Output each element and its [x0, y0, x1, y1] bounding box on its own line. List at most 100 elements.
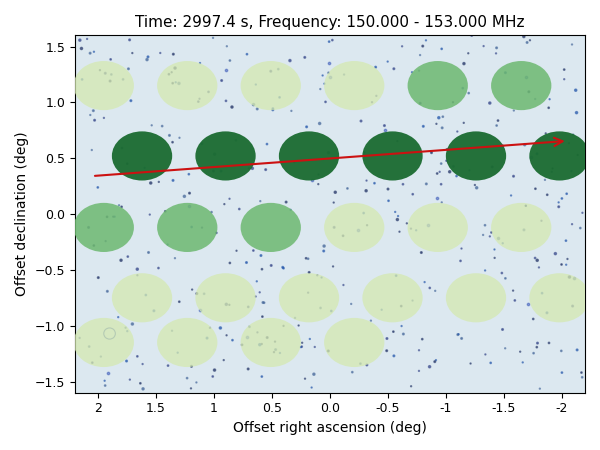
Point [551, 250, 560, 257]
Point [524, 301, 533, 308]
Point [202, 334, 212, 342]
Point [398, 180, 408, 188]
Point [559, 76, 569, 83]
Point [458, 85, 467, 92]
Point [133, 272, 142, 279]
Ellipse shape [279, 131, 339, 180]
Point [204, 88, 214, 95]
Point [114, 202, 124, 209]
Point [262, 334, 272, 341]
Point [356, 117, 366, 125]
Point [257, 340, 266, 347]
Point [578, 209, 587, 216]
Point [380, 126, 390, 134]
Point [301, 255, 311, 262]
Point [331, 189, 340, 196]
Point [347, 369, 357, 376]
Ellipse shape [241, 61, 301, 110]
Point [278, 264, 287, 271]
Point [561, 237, 571, 244]
Point [179, 193, 189, 200]
Point [448, 99, 458, 106]
Point [559, 66, 569, 73]
Point [545, 95, 554, 103]
Point [318, 72, 328, 79]
Point [412, 227, 421, 234]
Point [486, 359, 496, 366]
Point [324, 149, 334, 156]
Point [427, 149, 436, 156]
Point [393, 212, 403, 220]
Point [304, 289, 313, 296]
Point [259, 299, 269, 306]
Point [572, 346, 582, 354]
Point [493, 117, 503, 124]
Ellipse shape [529, 131, 590, 180]
Point [568, 131, 578, 138]
Point [408, 191, 418, 198]
Point [257, 313, 267, 320]
Point [182, 374, 192, 382]
Point [187, 223, 196, 230]
Point [244, 365, 253, 373]
Point [431, 356, 441, 364]
Point [490, 246, 499, 253]
Ellipse shape [491, 203, 551, 252]
Point [534, 264, 544, 271]
Point [392, 216, 402, 223]
Point [389, 328, 398, 335]
Point [185, 189, 194, 197]
Point [195, 95, 205, 102]
Point [257, 373, 266, 380]
Point [313, 180, 323, 188]
Point [261, 166, 271, 173]
Point [418, 336, 427, 343]
Point [454, 331, 463, 338]
Ellipse shape [112, 131, 172, 180]
Point [133, 266, 142, 273]
Point [128, 320, 137, 328]
Point [304, 255, 313, 262]
Point [367, 99, 377, 106]
Point [186, 385, 196, 392]
Title: Time: 2997.4 s, Frequency: 150.000 - 153.000 MHz: Time: 2997.4 s, Frequency: 150.000 - 153… [135, 15, 524, 30]
Point [133, 353, 142, 360]
Point [438, 113, 448, 120]
Point [408, 297, 418, 304]
Point [533, 339, 542, 346]
Point [359, 209, 368, 216]
Point [500, 275, 510, 282]
Point [315, 120, 325, 127]
Point [225, 259, 235, 266]
Point [362, 221, 372, 229]
Ellipse shape [324, 203, 385, 252]
Ellipse shape [362, 273, 422, 322]
Point [573, 151, 583, 158]
Point [498, 142, 508, 149]
Point [478, 231, 488, 239]
Point [101, 238, 110, 245]
Point [480, 222, 490, 229]
Point [84, 224, 94, 231]
Point [407, 68, 417, 76]
Point [530, 254, 540, 261]
Point [421, 37, 431, 44]
Point [103, 288, 112, 295]
Point [77, 45, 86, 52]
Point [252, 278, 262, 285]
Point [304, 269, 314, 276]
Point [481, 351, 490, 358]
Point [415, 100, 425, 107]
Point [142, 56, 152, 63]
Point [310, 343, 320, 351]
Point [117, 203, 127, 211]
Point [500, 69, 510, 76]
Point [302, 123, 311, 130]
Point [191, 379, 201, 386]
Point [437, 45, 446, 53]
Point [548, 165, 557, 172]
Point [362, 361, 371, 369]
Point [170, 64, 180, 72]
Point [138, 360, 148, 368]
Point [100, 382, 110, 389]
